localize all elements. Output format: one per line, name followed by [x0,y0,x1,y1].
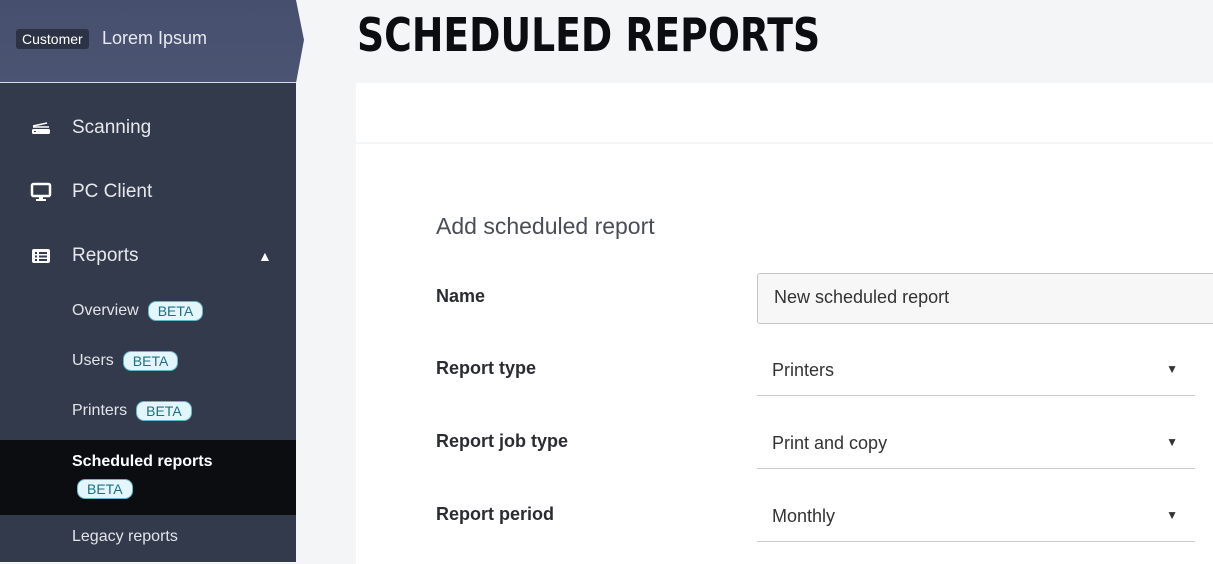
name-label: Name [436,286,486,306]
dropdown-arrow-icon: ▼ [1166,508,1178,522]
sidebar-item-pc-client[interactable]: PC Client [0,172,296,212]
report-job-type-select[interactable]: Print and copy ▼ [757,423,1195,469]
beta-badge: BETA [122,351,179,371]
dropdown-arrow-icon: ▼ [1166,435,1178,449]
sidebar-item-scanning[interactable]: Scanning [0,108,296,148]
sidebar-subitem-overview[interactable]: Overview BETA [72,301,204,321]
table-list-icon [32,249,50,263]
sidebar-subitem-legacy-reports[interactable]: Legacy reports [72,528,178,546]
monitor-icon [30,182,52,201]
sidebar-subitem-scheduled-reports[interactable]: Scheduled reports BETA [72,453,212,499]
report-period-label: Report period [436,504,555,524]
customer-tag: Customer [16,29,89,49]
report-job-type-label: Report job type [436,431,569,451]
page-title: SCHEDULED REPORTS [357,8,821,62]
beta-badge: BETA [136,401,192,421]
form-card [356,144,1213,564]
top-card [356,83,1213,142]
sidebar-item-label: PC Client [72,181,153,202]
name-input[interactable]: New scheduled report [757,273,1213,324]
subitem-label: Scheduled reports [72,453,213,470]
sidebar-item-reports[interactable]: Reports ▲ [0,236,296,276]
section-title: Add scheduled report [436,213,655,239]
subitem-label: Printers [72,402,128,419]
customer-header[interactable]: Customer Lorem Ipsum [0,0,304,83]
subitem-label: Overview [72,302,139,319]
beta-badge: BETA [147,301,204,321]
sidebar-item-label: Scanning [72,117,152,138]
subitem-label: Legacy reports [72,528,178,545]
sidebar-subitem-users[interactable]: Users BETA [72,351,179,371]
dropdown-arrow-icon: ▼ [1166,362,1178,376]
selected-value: Monthly [772,506,836,526]
report-period-select[interactable]: Monthly ▼ [757,496,1195,542]
sidebar-item-label: Reports [72,245,139,266]
sidebar-subitem-printers[interactable]: Printers BETA [72,401,192,421]
selected-value: Print and copy [772,433,888,453]
report-type-label: Report type [436,358,537,378]
customer-name: Lorem Ipsum [102,28,208,48]
selected-value: Printers [772,360,835,380]
report-type-select[interactable]: Printers ▼ [757,350,1195,396]
chevron-up-icon[interactable]: ▲ [258,248,272,264]
active-item-highlight [0,440,296,515]
subitem-label: Users [72,352,114,369]
scanner-icon [32,122,50,134]
beta-badge: BETA [77,479,133,499]
